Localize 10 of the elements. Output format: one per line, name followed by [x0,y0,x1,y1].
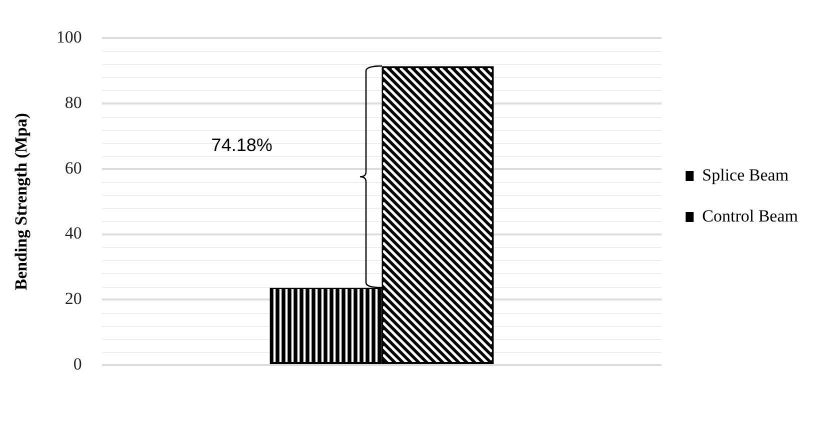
legend-label: Control Beam [702,206,798,226]
y-tick-label: 60 [64,158,82,178]
y-tick-label: 100 [56,28,82,47]
y-tick-label: 40 [64,224,82,243]
y-tick-label: 80 [64,93,82,112]
annotation: 74.18% [211,135,272,156]
legend-label: Splice Beam [702,165,789,184]
y-axis-title: Bending Strength (Mpa) [12,112,31,290]
y-tick-label: 0 [73,354,82,374]
y-tick-label: 20 [64,289,82,308]
